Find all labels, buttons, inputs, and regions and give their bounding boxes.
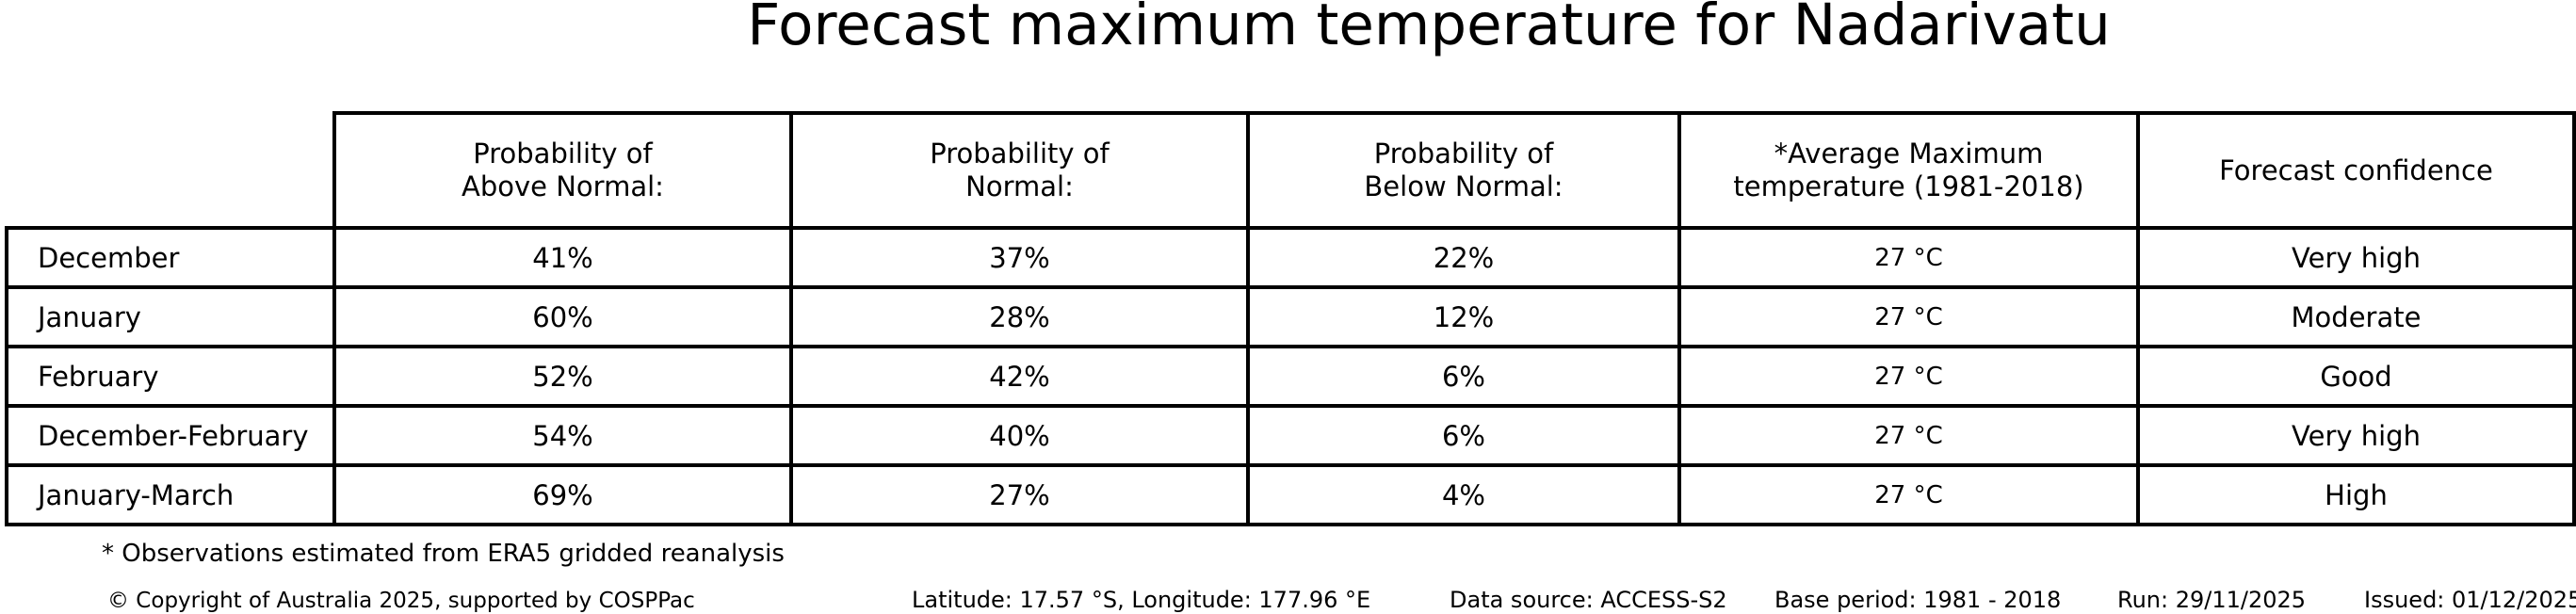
normal-cell: 42% [789, 345, 1250, 408]
above-normal-cell: 41% [332, 226, 793, 289]
row-label-cell: January [5, 285, 336, 348]
col-header-above-normal: Probability of Above Normal: [332, 111, 793, 230]
confidence-cell: Good [2136, 345, 2576, 408]
row-label-cell: December [5, 226, 336, 289]
table-row: February 52% 42% 6% 27 °C Good [5, 345, 2576, 408]
base-period-text: Base period: 1981 - 2018 [1774, 587, 2062, 613]
footnote-text: * Observations estimated from ERA5 gridd… [102, 540, 785, 568]
above-normal-cell: 60% [332, 285, 793, 348]
below-normal-cell: 22% [1246, 226, 1681, 289]
figure-title: Forecast maximum temperature for Nadariv… [747, 0, 2111, 58]
avg-temp-cell: 27 °C [1677, 345, 2140, 408]
avg-temp-cell: 27 °C [1677, 404, 2140, 467]
issued-date-text: Issued: 01/12/2025 [2364, 587, 2576, 613]
table-row: January 60% 28% 12% 27 °C Moderate [5, 285, 2576, 348]
confidence-cell: Moderate [2136, 285, 2576, 348]
above-normal-cell: 52% [332, 345, 793, 408]
normal-cell: 40% [789, 404, 1250, 467]
header-row: Probability of Above Normal: Probability… [7, 111, 2576, 230]
above-normal-cell: 54% [332, 404, 793, 467]
col-header-below-normal: Probability of Below Normal: [1246, 111, 1681, 230]
normal-cell: 27% [789, 463, 1250, 526]
confidence-cell: Very high [2136, 404, 2576, 467]
copyright-text: © Copyright of Australia 2025, supported… [107, 589, 695, 613]
row-label-cell: January-March [5, 463, 336, 526]
confidence-cell: Very high [2136, 226, 2576, 289]
corner-cell [7, 113, 334, 228]
table-row: January-March 69% 27% 4% 27 °C High [5, 463, 2576, 526]
avg-temp-cell: 27 °C [1677, 226, 2140, 289]
table-row: December 41% 37% 22% 27 °C Very high [5, 226, 2576, 289]
data-source-text: Data source: ACCESS-S2 [1450, 587, 1727, 613]
col-header-avg-max-temp: *Average Maximum temperature (1981-2018) [1677, 111, 2140, 230]
avg-temp-cell: 27 °C [1677, 463, 2140, 526]
col-header-normal: Probability of Normal: [789, 111, 1250, 230]
row-label-cell: February [5, 345, 336, 408]
table-row: December-February 54% 40% 6% 27 °C Very … [5, 404, 2576, 467]
below-normal-cell: 6% [1246, 345, 1681, 408]
normal-cell: 28% [789, 285, 1250, 348]
run-date-text: Run: 29/11/2025 [2117, 587, 2307, 613]
below-normal-cell: 6% [1246, 404, 1681, 467]
below-normal-cell: 12% [1246, 285, 1681, 348]
avg-temp-cell: 27 °C [1677, 285, 2140, 348]
forecast-table: Probability of Above Normal: Probability… [5, 111, 2576, 526]
above-normal-cell: 69% [332, 463, 793, 526]
col-header-forecast-confidence: Forecast confidence [2136, 111, 2576, 230]
location-text: Latitude: 17.57 °S, Longitude: 177.96 °E [912, 587, 1371, 613]
normal-cell: 37% [789, 226, 1250, 289]
row-label-cell: December-February [5, 404, 336, 467]
below-normal-cell: 4% [1246, 463, 1681, 526]
confidence-cell: High [2136, 463, 2576, 526]
